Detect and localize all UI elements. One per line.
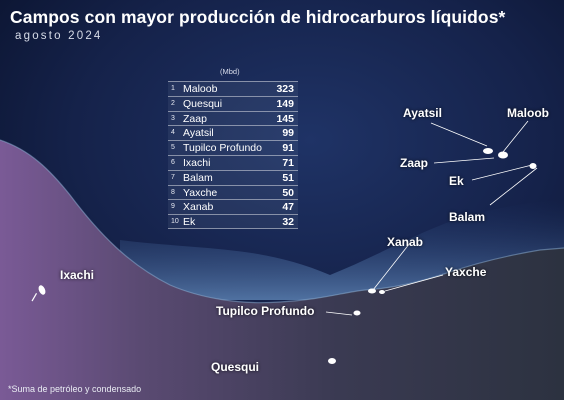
row-field-name: Zaap — [183, 112, 207, 125]
map-title: Campos con mayor producción de hidrocarb… — [10, 7, 506, 27]
table-row: 4 Ayatsil 99 — [168, 125, 298, 140]
table-row: 3 Zaap 145 — [168, 110, 298, 126]
row-value: 145 — [276, 112, 294, 125]
label-maloob: Maloob — [507, 106, 549, 120]
label-zaap: Zaap — [400, 156, 429, 170]
label-yaxche: Yaxche — [445, 265, 487, 279]
leader-lines — [325, 120, 538, 316]
row-field-name: Balam — [183, 171, 213, 184]
label-ek: Ek — [449, 174, 464, 188]
table-row: 6 Ixachi 71 — [168, 154, 298, 170]
row-field-name: Ayatsil — [183, 127, 214, 140]
table-row: 5 Tupilco Profundo 91 — [168, 140, 298, 155]
table-rows: 1 Maloob 323 2 Quesqui 149 3 Zaap 145 4 Ayatsil… — [168, 81, 298, 229]
table-unit: (Mbd) — [220, 67, 240, 76]
field-markers — [31, 148, 537, 364]
row-rank: 8 — [171, 188, 175, 196]
table-row: 9 Xanab 47 — [168, 199, 298, 214]
row-field-name: Ixachi — [183, 156, 211, 169]
row-value: 71 — [282, 156, 294, 169]
row-rank: 1 — [171, 85, 175, 92]
table-row: 7 Balam 51 — [168, 169, 298, 185]
row-rank: 10 — [171, 218, 179, 226]
row-value: 99 — [282, 127, 294, 140]
coastline-land — [0, 140, 564, 400]
label-xanab: Xanab — [387, 235, 424, 249]
row-rank: 4 — [171, 129, 175, 137]
label-quesqui: Quesqui — [211, 360, 260, 374]
row-field-name: Quesqui — [183, 97, 223, 110]
row-rank: 5 — [171, 144, 175, 152]
label-tupilco-profundo: Tupilco Profundo — [216, 304, 315, 318]
row-value: 50 — [282, 186, 294, 199]
row-field-name: Ek — [183, 216, 196, 229]
row-value: 149 — [276, 97, 294, 110]
row-value: 47 — [282, 201, 294, 214]
row-rank: 3 — [171, 114, 175, 122]
coastline-edge — [0, 139, 564, 304]
row-value: 323 — [276, 83, 294, 95]
label-ixachi: Ixachi — [60, 268, 95, 282]
row-rank: 2 — [171, 99, 175, 107]
table-row: 8 Yaxche 50 — [168, 184, 298, 200]
row-rank: 9 — [171, 203, 175, 211]
row-field-name: Yaxche — [183, 186, 218, 199]
row-value: 32 — [282, 216, 294, 229]
table-row: 10 Ek 32 — [168, 214, 298, 229]
table-row: 2 Quesqui 149 — [168, 95, 298, 111]
label-ayatsil: Ayatsil — [403, 106, 442, 120]
row-field-name: Xanab — [183, 201, 214, 214]
table-row: 1 Maloob 323 — [168, 81, 298, 96]
row-value: 51 — [282, 171, 294, 184]
row-rank: 6 — [171, 158, 175, 166]
row-field-name: Maloob — [183, 83, 218, 95]
footnote: *Suma de petróleo y condensado — [8, 384, 142, 394]
map-subtitle: agosto 2024 — [15, 30, 103, 42]
label-balam: Balam — [449, 210, 486, 224]
row-field-name: Tupilco Profundo — [183, 142, 262, 155]
row-rank: 7 — [171, 173, 175, 181]
row-value: 91 — [282, 142, 294, 155]
